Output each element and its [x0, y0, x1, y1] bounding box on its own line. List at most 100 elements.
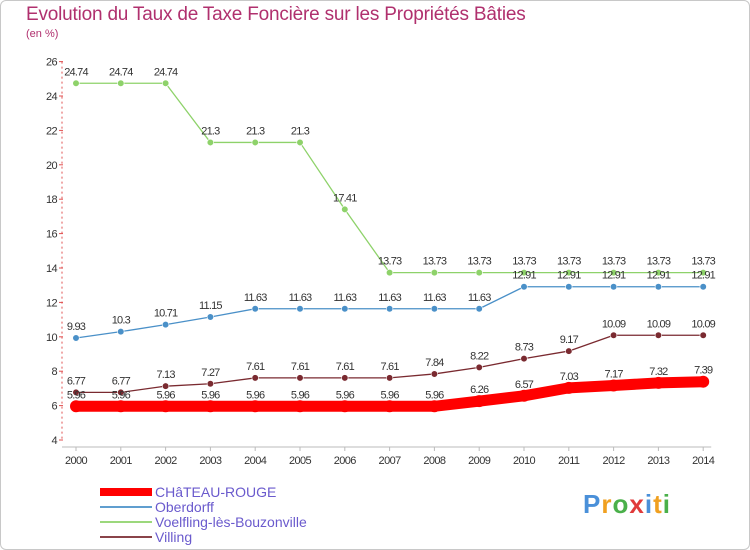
- y-tick-label: 14: [46, 263, 58, 275]
- data-point: [609, 331, 618, 339]
- data-point: [430, 269, 439, 277]
- data-point: [699, 283, 707, 291]
- data-label: 5.96: [112, 389, 131, 401]
- data-label: 5.96: [201, 389, 220, 401]
- data-point: [654, 283, 663, 291]
- data-label: 7.84: [425, 357, 444, 369]
- y-tick-label: 20: [46, 160, 58, 172]
- data-point: [159, 400, 172, 413]
- data-point: [114, 400, 127, 413]
- data-point: [117, 388, 125, 396]
- y-tick-label: 6: [51, 401, 57, 413]
- data-point: [72, 388, 80, 396]
- data-point: [386, 269, 394, 277]
- data-point: [117, 79, 125, 87]
- data-point: [251, 138, 259, 147]
- data-label: 11.63: [244, 292, 267, 304]
- data-point: [386, 374, 394, 382]
- data-label: 5.96: [156, 389, 175, 401]
- x-tick-label: 2002: [155, 455, 178, 467]
- y-tick-label: 18: [46, 194, 58, 206]
- data-label: 6.57: [515, 379, 534, 391]
- x-tick-label: 2014: [692, 455, 715, 467]
- data-point: [204, 400, 217, 413]
- data-point: [654, 331, 663, 339]
- data-label: 10.09: [691, 318, 715, 330]
- x-tick-label: 2009: [468, 455, 491, 467]
- logo-letter: o: [612, 489, 630, 519]
- legend-label: Villing: [155, 529, 192, 545]
- legend-label: Oberdorff: [155, 499, 214, 515]
- data-point: [652, 376, 665, 389]
- data-label: 10.3: [112, 315, 131, 327]
- data-label: 8.22: [470, 350, 489, 362]
- data-label: 13.73: [647, 256, 671, 268]
- data-label: 6.77: [67, 375, 86, 387]
- data-label: 13.73: [512, 256, 536, 268]
- data-point: [296, 305, 304, 313]
- logo-letter: t: [653, 489, 663, 519]
- data-label: 5.96: [380, 389, 399, 401]
- y-tick-label: 12: [46, 297, 58, 309]
- data-label: 10.09: [647, 318, 671, 330]
- data-point: [609, 283, 618, 291]
- data-label: 9.93: [67, 321, 86, 333]
- data-point: [296, 374, 304, 382]
- data-point: [430, 305, 439, 313]
- data-label: 7.39: [694, 365, 713, 377]
- data-point: [428, 400, 441, 413]
- y-tick-label: 10: [46, 332, 58, 344]
- data-point: [609, 269, 618, 277]
- data-label: 21.3: [201, 125, 220, 137]
- data-label: 7.32: [649, 366, 668, 378]
- data-point: [430, 370, 439, 378]
- data-label: 24.74: [64, 66, 88, 78]
- data-label: 7.27: [201, 367, 220, 379]
- logo-letter: i: [644, 489, 654, 519]
- data-label: 5.96: [246, 389, 265, 401]
- data-point: [607, 379, 620, 392]
- data-labels: 5.96 5.96 5.96 5.96 5.96 5.96 5.96 5.96 5.96 6.26…: [64, 66, 716, 401]
- y-tick-label: 26: [46, 57, 58, 69]
- data-point: [383, 400, 396, 413]
- data-point: [565, 347, 573, 355]
- series-1: [72, 283, 707, 342]
- data-label: 5.96: [291, 389, 310, 401]
- logo-letter: r: [601, 489, 613, 519]
- data-label: 21.3: [291, 125, 310, 137]
- data-point: [206, 313, 214, 321]
- data-label: 7.61: [246, 361, 265, 373]
- y-tick-label: 22: [46, 125, 58, 137]
- y-tick-label: 8: [51, 366, 57, 378]
- data-point: [520, 355, 528, 363]
- x-tick-label: 2006: [334, 455, 357, 467]
- data-label: 11.63: [378, 292, 401, 304]
- data-point: [475, 269, 483, 277]
- data-point: [386, 305, 394, 313]
- x-tick-label: 2012: [603, 455, 626, 467]
- data-point: [562, 381, 575, 394]
- data-point: [162, 320, 170, 329]
- data-label: 13.73: [557, 256, 581, 268]
- legend-label: Voelfling-lès-Bouzonville: [155, 514, 307, 530]
- x-tick-label: 2003: [199, 455, 222, 467]
- proxiti-logo: Proxiti: [583, 489, 671, 520]
- logo-letter: i: [662, 489, 671, 519]
- x-tick-label: 2007: [379, 455, 402, 467]
- data-point: [520, 269, 528, 277]
- data-point: [341, 374, 349, 382]
- data-point: [117, 328, 125, 336]
- data-label: 6.26: [470, 384, 489, 396]
- x-tick-label: 2005: [289, 455, 312, 467]
- series-2: [72, 79, 707, 277]
- x-tick-label: 2000: [65, 455, 88, 467]
- data-point: [72, 79, 80, 87]
- data-label: 6.77: [112, 375, 131, 387]
- data-label: 12.91: [602, 270, 626, 282]
- data-point: [72, 334, 80, 342]
- data-label: 7.61: [380, 361, 399, 373]
- data-point: [699, 269, 707, 277]
- data-point: [475, 305, 483, 313]
